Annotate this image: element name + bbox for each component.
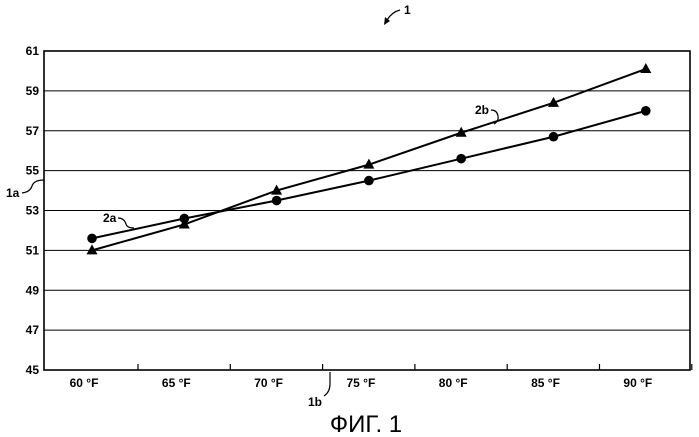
data-point-circle: [87, 234, 97, 244]
y-tick-label: 59: [26, 84, 40, 98]
figure-ref-label: 1: [404, 3, 411, 17]
data-point-circle: [364, 176, 374, 186]
x-tick-marks: [138, 364, 692, 370]
series-2b-ref-label: 2b: [475, 103, 489, 117]
series-line-circle: [92, 111, 646, 239]
x-tick-label: 90 °F: [623, 376, 652, 390]
y-tick-label: 45: [26, 363, 40, 377]
y-tick-label: 57: [26, 124, 40, 138]
x-tick-label: 80 °F: [439, 376, 468, 390]
data-point-triangle: [640, 63, 651, 73]
x-axis-ref-leader: [324, 372, 330, 396]
y-tick-label: 61: [26, 44, 40, 58]
series-2a-ref-leader: [118, 218, 134, 228]
x-tick-label: 75 °F: [346, 376, 375, 390]
y-tick-labels: 45 47 49 51 53 55 57 59 61: [26, 44, 40, 377]
data-point-circle: [549, 132, 559, 142]
data-point-circle: [641, 106, 651, 116]
x-tick-label: 85 °F: [531, 376, 560, 390]
data-point-circle: [456, 154, 466, 164]
grid-lines: [44, 51, 690, 370]
x-axis-ref-label: 1b: [308, 395, 322, 409]
x-tick-label: 70 °F: [254, 376, 283, 390]
figure-ref-arrow: [384, 10, 400, 25]
x-tick-label: 60 °F: [70, 376, 99, 390]
y-tick-label: 55: [26, 164, 40, 178]
series-group: [87, 63, 652, 254]
x-tick-labels: 60 °F 65 °F 70 °F 75 °F 80 °F 85 °F 90 °F: [70, 376, 653, 390]
series-2a-ref-label: 2a: [103, 211, 117, 225]
y-axis-ref-leader: [22, 180, 44, 193]
y-tick-label: 49: [26, 283, 40, 297]
y-axis-ref-label: 1a: [6, 186, 20, 200]
figure-caption: ФИГ. 1: [330, 411, 402, 437]
data-point-circle: [272, 196, 282, 206]
y-tick-label: 51: [26, 243, 40, 257]
y-tick-label: 47: [26, 323, 40, 337]
x-tick-label: 65 °F: [162, 376, 191, 390]
y-tick-label: 53: [26, 204, 40, 218]
